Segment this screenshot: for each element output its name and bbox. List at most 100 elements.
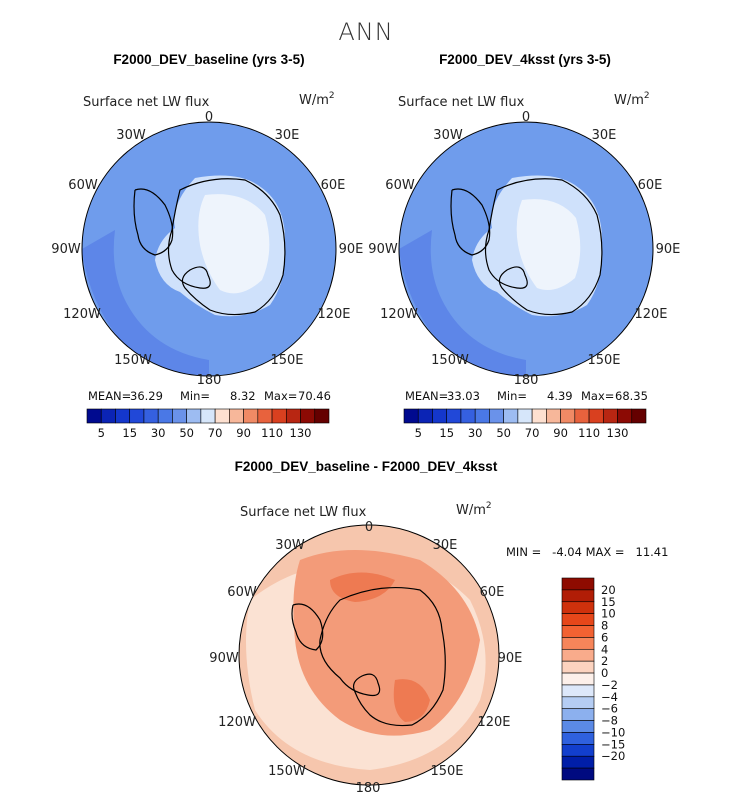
colorbar-swatch <box>561 708 595 721</box>
colorbar-swatch <box>100 408 116 424</box>
lon-label: 60E <box>480 585 505 600</box>
colorbar-swatch <box>561 672 595 686</box>
colorbar-tick-label: 130 <box>607 426 629 440</box>
variable-label: Surface net LW flux <box>83 95 210 110</box>
lon-label: 30E <box>275 128 300 143</box>
coastline-antarctica <box>484 178 603 316</box>
panel-title: F2000_DEV_baseline - F2000_DEV_4ksst <box>235 459 498 474</box>
colorbar-tick-label: 50 <box>179 426 194 440</box>
ocean-band <box>399 230 526 376</box>
polar-map <box>82 122 336 376</box>
colorbar-swatch <box>271 408 287 424</box>
lon-label: 120E <box>477 715 510 730</box>
lon-label: 120W <box>380 307 418 322</box>
colorbar-swatch <box>229 408 244 424</box>
colorbar-swatch <box>300 408 316 424</box>
lon-label: 0 <box>205 110 213 125</box>
colorbar-tick-label: −6 <box>601 702 618 716</box>
colorbar-swatch <box>574 408 590 424</box>
colorbar-swatch <box>200 408 216 424</box>
colorbar-swatch <box>172 408 187 424</box>
lon-label: 90E <box>498 651 523 666</box>
variable-label: Surface net LW flux <box>398 95 525 110</box>
colorbar-swatch <box>561 601 595 614</box>
stat-max-value: 68.35 <box>615 389 648 403</box>
colorbar-swatch <box>561 767 595 781</box>
lon-label: 60W <box>227 585 257 600</box>
colorbar-swatch <box>257 408 273 424</box>
lon-label: 90W <box>51 242 81 257</box>
colorbar-swatch <box>602 408 618 424</box>
stat-mean-label: MEAN= <box>88 389 131 403</box>
colorbar-swatch <box>560 408 576 424</box>
panel-4ksst: F2000_DEV_4ksst (yrs 3-5) Surface net LW… <box>368 52 680 440</box>
diff-region-high <box>330 572 395 602</box>
colorbar-horizontal: 5 15 30 50 70 90 110 130 <box>403 408 647 440</box>
lon-label: 120E <box>317 307 350 322</box>
colorbar-tick-label: 30 <box>468 426 483 440</box>
colorbar-swatch <box>285 408 301 424</box>
stat-min-value: 8.32 <box>230 389 256 403</box>
coastline-antarctica <box>319 586 446 727</box>
map-boundary <box>81 121 337 377</box>
lon-label: 60W <box>68 178 98 193</box>
colorbar-swatch <box>561 755 595 769</box>
colorbar-swatch <box>417 408 433 424</box>
colorbar-swatch <box>432 408 448 424</box>
lon-label: 120W <box>63 307 101 322</box>
continent-plateau <box>198 194 270 294</box>
continent-plateau <box>516 199 581 291</box>
colorbar-tick-label: 15 <box>601 595 616 609</box>
longitude-labels: 0 30E 60E 90E 120E 150E 180 150W 120W 90… <box>51 110 363 388</box>
stat-mean-value: 33.03 <box>447 389 480 403</box>
units-label: W/m2 <box>614 91 650 108</box>
colorbar-horizontal: 5 15 30 50 70 90 110 130 <box>86 408 330 440</box>
units-label: W/m2 <box>299 91 335 108</box>
colorbar-tick-label: 110 <box>578 426 600 440</box>
lon-label: 0 <box>365 520 373 535</box>
colorbar-swatch <box>546 408 561 424</box>
colorbar-swatch <box>214 408 230 424</box>
coastline-peninsula <box>450 188 491 256</box>
stat-mean-value: 36.29 <box>130 389 163 403</box>
lon-label: 60E <box>638 178 663 193</box>
map-boundary <box>398 121 654 377</box>
lon-label: 0 <box>522 110 530 125</box>
colorbar-swatch <box>561 589 595 603</box>
lon-label: 30W <box>275 538 305 553</box>
lon-label: 90W <box>209 651 239 666</box>
colorbar-swatch <box>588 408 604 424</box>
colorbar-swatch <box>617 408 633 424</box>
stat-min-label: Min= <box>497 389 527 403</box>
coastline-antarctica <box>167 178 286 316</box>
lon-label: 30E <box>592 128 617 143</box>
polar-map <box>399 122 653 376</box>
colorbar-tick-label: 90 <box>236 426 251 440</box>
panel-difference: F2000_DEV_baseline - F2000_DEV_4ksst Sur… <box>209 459 668 796</box>
colorbar-tick-label: −8 <box>601 714 618 728</box>
colorbar-tick-label: 5 <box>98 426 105 440</box>
page-title: ANN <box>338 18 393 46</box>
colorbar-swatch <box>561 684 595 698</box>
lon-label: 180 <box>197 373 222 388</box>
longitude-labels: 0 30E 60E 90E 120E 150E 180 150W 120W 90… <box>368 110 680 388</box>
colorbar-swatch <box>474 408 490 424</box>
colorbar-tick-label: 30 <box>151 426 166 440</box>
coastline-peninsula <box>133 188 174 256</box>
colorbar-swatch <box>561 625 595 638</box>
colorbar-tick-label: 15 <box>122 426 137 440</box>
longitude-labels: 0 30E 60E 90E 120E 150E 180 150W 120W 90… <box>209 520 522 796</box>
colorbar-tick-label: 90 <box>553 426 568 440</box>
polar-map <box>239 525 499 785</box>
colorbar-tick-label: 5 <box>415 426 422 440</box>
colorbar-swatch <box>561 660 595 674</box>
colorbar-tick-label: 10 <box>601 607 616 621</box>
colorbar-swatch <box>115 408 131 424</box>
colorbar-tick-label: 70 <box>525 426 540 440</box>
stat-min-label: Min= <box>180 389 210 403</box>
stat-max-label: Max= <box>264 389 297 403</box>
colorbar-swatch <box>503 408 519 424</box>
lon-label: 150E <box>587 353 620 368</box>
